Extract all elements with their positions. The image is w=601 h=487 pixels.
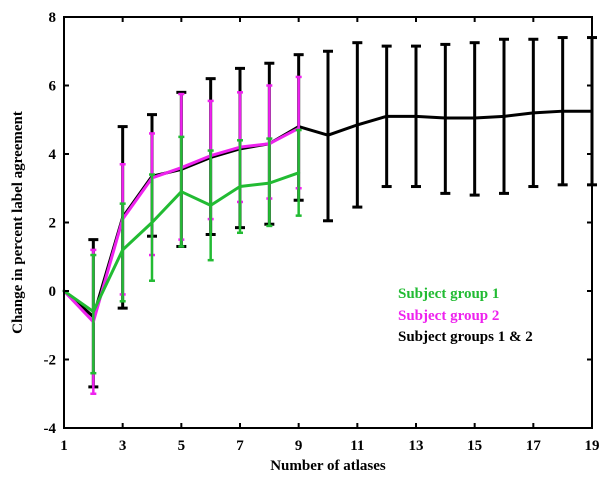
data-point-3-13	[443, 116, 447, 120]
data-point-1-7	[267, 181, 271, 185]
series-layer	[62, 36, 597, 395]
y-tick-label-5: 6	[49, 79, 57, 95]
x-tick-label-0: 1	[60, 438, 68, 454]
legend-entry-3: Subject groups 1 & 2	[398, 329, 533, 345]
y-tick-label-1: -2	[44, 353, 57, 369]
x-tick-label-9: 19	[585, 438, 600, 454]
x-tick-label-7: 15	[467, 438, 482, 454]
y-tick-label-0: -4	[44, 421, 57, 437]
data-point-1-1	[91, 310, 95, 314]
data-point-1-6	[238, 185, 242, 189]
data-point-3-10	[355, 123, 359, 127]
x-tick-label-2: 5	[178, 438, 186, 454]
legend-entry-2: Subject group 2	[398, 308, 499, 324]
data-point-3-9	[326, 133, 330, 137]
data-point-3-16	[531, 111, 535, 115]
data-point-1-3	[150, 221, 154, 224]
x-tick-label-6: 13	[409, 438, 424, 454]
y-tick-label-2: 0	[49, 284, 57, 300]
y-tick-label-4: 4	[49, 147, 57, 163]
x-axis-title: Number of atlases	[270, 458, 386, 474]
x-tick-label-1: 3	[119, 438, 127, 454]
y-tick-label-3: 2	[49, 216, 57, 232]
data-point-3-17	[561, 109, 565, 113]
data-point-1-4	[179, 190, 183, 194]
y-axis-title: Change in percent label agreement	[10, 111, 26, 334]
y-tick-label-6: 8	[49, 10, 57, 26]
data-point-1-8	[297, 171, 301, 175]
x-tick-label-8: 17	[526, 438, 542, 454]
data-point-1-5	[209, 203, 213, 207]
legend: Subject group 1 Subject group 2 Subject gr…	[398, 286, 533, 345]
series-1	[62, 128, 302, 375]
data-point-1-2	[121, 248, 125, 252]
x-tick-label-5: 11	[350, 438, 364, 454]
data-point-3-15	[502, 114, 506, 118]
data-point-3-14	[473, 116, 477, 120]
x-tick-label-3: 7	[236, 438, 244, 454]
data-point-3-12	[414, 114, 418, 118]
data-point-3-11	[385, 114, 389, 118]
legend-entry-1: Subject group 1	[398, 286, 499, 302]
x-tick-label-4: 9	[295, 438, 303, 454]
